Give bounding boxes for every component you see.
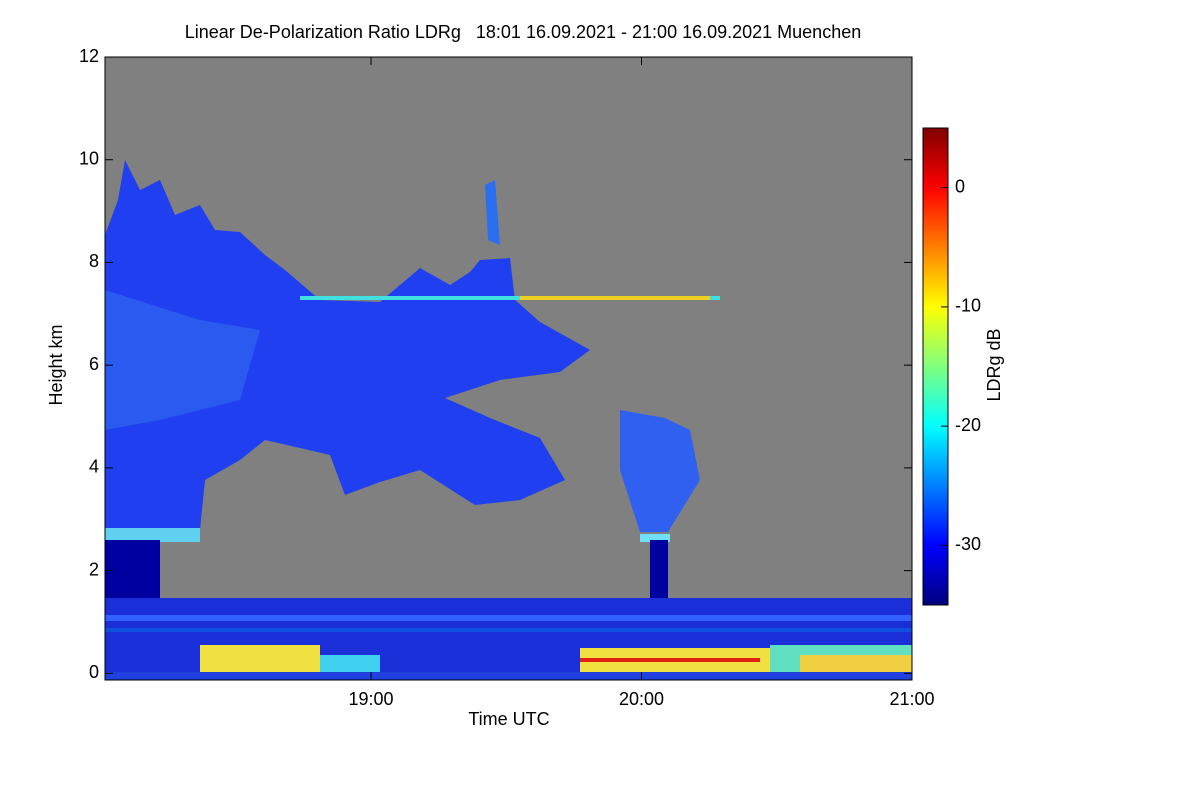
colorbar-tick-label: 0 <box>955 176 965 196</box>
cloud <box>620 410 700 532</box>
colorbar-tick-label: -30 <box>955 534 981 554</box>
lidar-image <box>105 160 912 680</box>
chart-title: Linear De-Polarization Ratio LDRg 18:01 … <box>185 22 861 42</box>
colorbar-tick-label: -20 <box>955 415 981 435</box>
plot-frame <box>104 56 913 681</box>
y-tick-label: 2 <box>89 559 99 579</box>
y-tick-label: 8 <box>89 251 99 271</box>
y-tick-label: 12 <box>79 46 99 66</box>
colorbar-label: LDRg dB <box>984 328 1004 401</box>
cloud-base <box>640 534 670 542</box>
aerosol-layer <box>200 645 320 673</box>
x-tick-label: 19:00 <box>348 689 393 709</box>
cloud <box>105 290 260 430</box>
y-tick-label: 4 <box>89 457 99 477</box>
cirrus-layer <box>300 296 720 300</box>
y-tick-label: 6 <box>89 354 99 374</box>
x-tick-label: 21:00 <box>889 689 934 709</box>
boundary-layer <box>105 672 912 680</box>
cloud <box>485 180 500 245</box>
cloud-base <box>105 528 200 542</box>
cloud <box>105 160 590 560</box>
y-tick-label: 10 <box>79 148 99 168</box>
x-tick-label: 20:00 <box>619 689 664 709</box>
boundary-layer <box>105 615 912 621</box>
x-axis-label: Time UTC <box>468 709 549 729</box>
aerosol-layer <box>320 655 380 673</box>
y-tick-label: 0 <box>89 662 99 682</box>
colorbar <box>922 127 949 606</box>
boundary-layer <box>105 628 912 632</box>
aerosol-layer <box>580 658 760 662</box>
y-axis-label: Height km <box>46 324 66 405</box>
cirrus-layer <box>520 296 710 300</box>
aerosol-layer <box>800 655 912 673</box>
colorbar-tick-label: -10 <box>955 296 981 316</box>
